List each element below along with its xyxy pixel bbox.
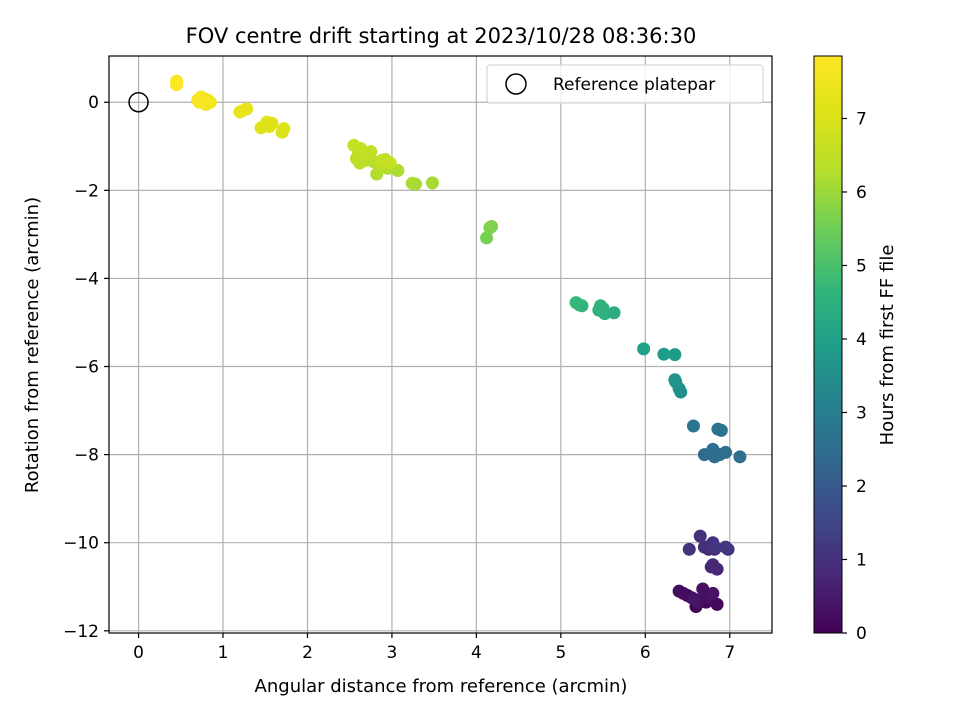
legend: Reference platepar xyxy=(486,64,764,104)
legend-marker-reference xyxy=(505,73,527,95)
data-point-79 xyxy=(254,121,268,135)
x-tick-label-4: 4 xyxy=(471,643,482,663)
y-tick-label-5: −10 xyxy=(63,534,99,554)
data-point-50 xyxy=(569,296,583,310)
data-point-69 xyxy=(364,145,378,159)
data-point-39 xyxy=(668,373,682,387)
colorbar-tick-label-0: 0 xyxy=(856,624,867,644)
data-point-73 xyxy=(383,156,397,170)
colorbar-gradient xyxy=(813,55,843,634)
data-point-30 xyxy=(706,442,720,456)
data-point-13 xyxy=(687,592,701,606)
data-point-40 xyxy=(668,348,682,362)
x-tick-label-3: 3 xyxy=(387,643,398,663)
data-point-16 xyxy=(706,558,720,572)
data-point-32 xyxy=(733,450,747,464)
data-point-35 xyxy=(686,419,700,433)
data-point-56 xyxy=(405,176,419,190)
plot-frame xyxy=(108,55,773,634)
legend-box xyxy=(486,64,764,104)
colorbar-tick-label-3: 3 xyxy=(856,403,867,423)
y-tick-label-4: −8 xyxy=(74,446,99,466)
data-points xyxy=(128,74,747,614)
y-tick-label-3: −6 xyxy=(74,358,99,378)
x-tick-label-5: 5 xyxy=(555,643,566,663)
data-point-82 xyxy=(235,104,249,118)
data-point-25 xyxy=(719,540,733,554)
y-axis-label: Rotation from reference (arcmin) xyxy=(22,197,43,493)
x-tick-label-7: 7 xyxy=(724,643,735,663)
chart-title: FOV centre drift starting at 2023/10/28 … xyxy=(186,24,697,48)
data-point-54 xyxy=(425,176,439,190)
data-point-71 xyxy=(347,138,361,152)
data-point-8 xyxy=(672,584,686,598)
data-point-10 xyxy=(696,582,710,596)
x-tick-label-0: 0 xyxy=(133,643,144,663)
colorbar-tick-label-1: 1 xyxy=(856,550,867,570)
data-point-23 xyxy=(682,542,696,556)
data-point-41 xyxy=(657,347,671,361)
data-point-51 xyxy=(480,231,494,245)
y-tick-label-6: −12 xyxy=(63,622,99,642)
colorbar-tick-label-4: 4 xyxy=(856,330,867,350)
data-point-89 xyxy=(191,93,205,107)
data-point-12 xyxy=(706,586,720,600)
grid xyxy=(109,56,772,633)
data-point-22 xyxy=(693,529,707,543)
reference-platepar-marker xyxy=(128,91,149,113)
colorbar: 0 1 2 3 4 5 6 7 Hours from first FF file xyxy=(813,55,898,644)
colorbar-tick-label-6: 6 xyxy=(856,183,867,203)
x-tick-label-6: 6 xyxy=(640,643,651,663)
x-tick-label-1: 1 xyxy=(218,643,229,663)
data-point-75 xyxy=(277,122,291,136)
data-point-47 xyxy=(594,299,608,313)
colorbar-tick-label-7: 7 xyxy=(856,109,867,129)
data-point-31 xyxy=(719,445,733,459)
colorbar-label: Hours from first FF file xyxy=(877,245,898,446)
y-tick-label-1: −2 xyxy=(74,181,99,201)
colorbar-tick-label-5: 5 xyxy=(856,256,867,276)
y-tick-label-0: 0 xyxy=(88,93,99,113)
axes: 0 1 2 3 4 5 6 7 0 −2 −4 −6 −8 −10 −12 xyxy=(63,55,773,663)
data-point-91 xyxy=(170,78,184,92)
x-tick-label-2: 2 xyxy=(302,643,313,663)
y-tick-label-2: −4 xyxy=(74,269,99,289)
data-point-26 xyxy=(708,540,722,554)
legend-label-reference: Reference platepar xyxy=(553,75,715,95)
colorbar-tick-label-2: 2 xyxy=(856,477,867,497)
data-point-34 xyxy=(711,422,725,436)
data-point-42 xyxy=(637,342,651,356)
x-axis-label: Angular distance from reference (arcmin) xyxy=(255,676,628,697)
data-point-53 xyxy=(485,219,499,233)
